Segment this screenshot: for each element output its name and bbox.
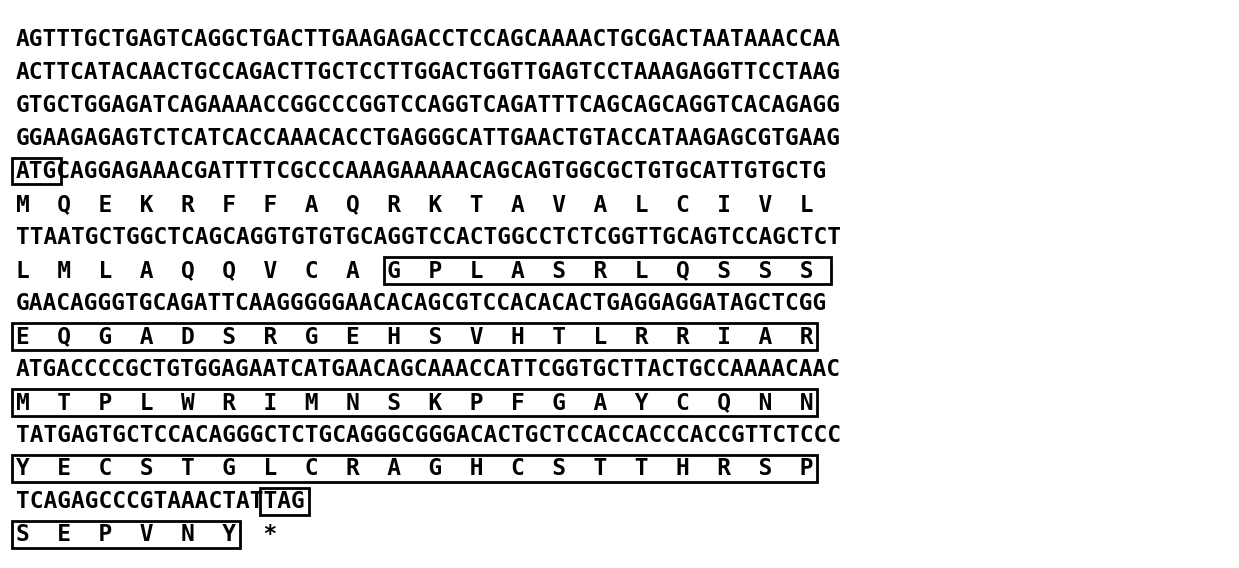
Bar bbox=[260, 488, 309, 515]
Text: TCAGAGCCCGTAAACTATTAG: TCAGAGCCCGTAAACTATTAG bbox=[16, 490, 305, 513]
Bar bbox=[384, 257, 831, 283]
Text: Y  E  C  S  T  G  L  C  R  A  G  H  C  S  T  T  H  R  S  P: Y E C S T G L C R A G H C S T T H R S P bbox=[16, 457, 814, 480]
Text: M  Q  E  K  R  F  F  A  Q  R  K  T  A  V  A  L  C  I  V  L: M Q E K R F F A Q R K T A V A L C I V L bbox=[16, 193, 814, 216]
Text: TATGAGTGCTCCACAGGGCTCTGCAGGGCGGGACACTGCTCCACCACCCACCGTTCTCCC: TATGAGTGCTCCACAGGGCTCTGCAGGGCGGGACACTGCT… bbox=[16, 424, 841, 447]
Bar bbox=[12, 158, 61, 185]
Text: TTAATGCTGGCTCAGCAGGTGTGTGCAGGTCCACTGGCCTCTCGGTTGCAGTCCAGCTCT: TTAATGCTGGCTCAGCAGGTGTGTGCAGGTCCACTGGCCT… bbox=[16, 226, 841, 249]
Text: ATGCAGGAGAAACGATTTTCGCCCAAAGAAAAACAGCAGTGGCGCTGTGCATTGTGCTG: ATGCAGGAGAAACGATTTTCGCCCAAAGAAAAACAGCAGT… bbox=[16, 160, 828, 183]
Bar bbox=[12, 389, 818, 416]
Bar bbox=[12, 323, 818, 349]
Text: E  Q  G  A  D  S  R  G  E  H  S  V  H  T  L  R  R  I  A  R: E Q G A D S R G E H S V H T L R R I A R bbox=[16, 325, 814, 348]
Text: ACTTCATACAACTGCCAGACTTGCTCCTTGGACTGGTTGAGTCCTAAAGAGGTTCCTAAG: ACTTCATACAACTGCCAGACTTGCTCCTTGGACTGGTTGA… bbox=[16, 61, 841, 83]
Text: S  E  P  V  N  Y  *: S E P V N Y * bbox=[16, 523, 278, 546]
Text: ATGACCCCGCTGTGGAGAATCATGAACAGCAAACCATTCGGTGCTTACTGCCAAAACAAC: ATGACCCCGCTGTGGAGAATCATGAACAGCAAACCATTCG… bbox=[16, 358, 841, 381]
Text: GAACAGGGTGCAGATTCAAGGGGGAACACAGCGTCCACACACTGAGGAGGATAGCTCGG: GAACAGGGTGCAGATTCAAGGGGGAACACAGCGTCCACAC… bbox=[16, 292, 828, 315]
Text: GGAAGAGAGTCTCATCACCAAACACCTGAGGGCATTGAACTGTACCATAAGAGCGTGAAG: GGAAGAGAGTCTCATCACCAAACACCTGAGGGCATTGAAC… bbox=[16, 127, 841, 150]
Bar bbox=[12, 521, 240, 548]
Text: L  M  L  A  Q  Q  V  C  A  G  P  L  A  S  R  L  Q  S  S  S: L M L A Q Q V C A G P L A S R L Q S S S bbox=[16, 259, 814, 282]
Text: GTGCTGGAGATCAGAAAACCGGCCCGGTCCAGGTCAGATTTCAGCAGCAGGTCACAGAGG: GTGCTGGAGATCAGAAAACCGGCCCGGTCCAGGTCAGATT… bbox=[16, 94, 841, 117]
Text: AGTTTGCTGAGTCAGGCTGACTTGAAGAGACCTCCAGCAAAACTGCGACTAATAAACCAA: AGTTTGCTGAGTCAGGCTGACTTGAAGAGACCTCCAGCAA… bbox=[16, 28, 841, 51]
Text: M  T  P  L  W  R  I  M  N  S  K  P  F  G  A  Y  C  Q  N  N: M T P L W R I M N S K P F G A Y C Q N N bbox=[16, 391, 814, 414]
Bar bbox=[12, 455, 818, 482]
